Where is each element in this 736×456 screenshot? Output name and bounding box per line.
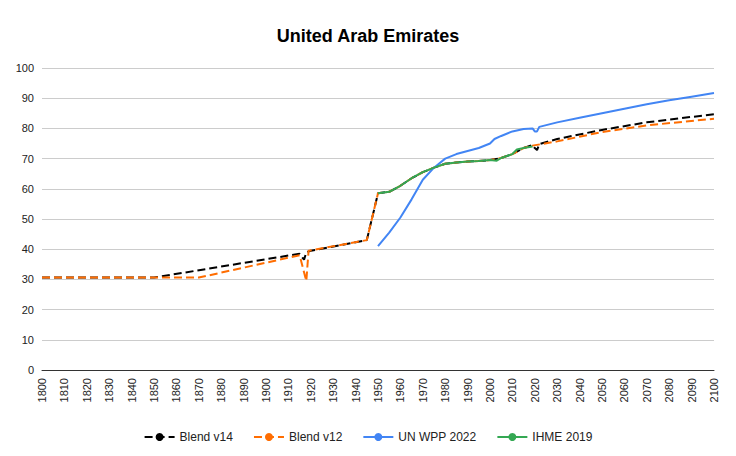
- svg-text:2000: 2000: [484, 378, 496, 402]
- svg-text:2020: 2020: [529, 378, 541, 402]
- svg-text:Blend v12: Blend v12: [289, 430, 343, 444]
- svg-text:1880: 1880: [215, 378, 227, 402]
- svg-text:2030: 2030: [551, 378, 563, 402]
- svg-text:2090: 2090: [686, 378, 698, 402]
- svg-text:1800: 1800: [36, 378, 48, 402]
- svg-text:United Arab Emirates: United Arab Emirates: [277, 26, 459, 46]
- svg-text:80: 80: [22, 122, 34, 134]
- svg-text:1980: 1980: [439, 378, 451, 402]
- svg-text:50: 50: [22, 213, 34, 225]
- svg-text:60: 60: [22, 183, 34, 195]
- svg-text:1840: 1840: [126, 378, 138, 402]
- svg-text:1810: 1810: [58, 378, 70, 402]
- svg-text:2010: 2010: [506, 378, 518, 402]
- svg-text:2080: 2080: [663, 378, 675, 402]
- svg-text:40: 40: [22, 243, 34, 255]
- svg-text:1910: 1910: [282, 378, 294, 402]
- svg-text:Blend v14: Blend v14: [180, 430, 234, 444]
- svg-text:1900: 1900: [260, 378, 272, 402]
- svg-text:1970: 1970: [417, 378, 429, 402]
- svg-text:1960: 1960: [394, 378, 406, 402]
- svg-text:90: 90: [22, 92, 34, 104]
- svg-text:1860: 1860: [170, 378, 182, 402]
- svg-text:2040: 2040: [574, 378, 586, 402]
- svg-text:2060: 2060: [618, 378, 630, 402]
- svg-text:1990: 1990: [462, 378, 474, 402]
- svg-text:2050: 2050: [596, 378, 608, 402]
- svg-text:1930: 1930: [327, 378, 339, 402]
- svg-text:30: 30: [22, 273, 34, 285]
- svg-text:2100: 2100: [708, 378, 720, 402]
- svg-text:1850: 1850: [148, 378, 160, 402]
- svg-text:1940: 1940: [350, 378, 362, 402]
- svg-text:1920: 1920: [305, 378, 317, 402]
- svg-text:1890: 1890: [238, 378, 250, 402]
- svg-text:IHME 2019: IHME 2019: [532, 430, 592, 444]
- svg-text:UN WPP 2022: UN WPP 2022: [398, 430, 476, 444]
- svg-text:1950: 1950: [372, 378, 384, 402]
- svg-text:70: 70: [22, 153, 34, 165]
- svg-text:1830: 1830: [103, 378, 115, 402]
- svg-text:1870: 1870: [193, 378, 205, 402]
- svg-text:10: 10: [22, 334, 34, 346]
- svg-text:20: 20: [22, 304, 34, 316]
- svg-text:1820: 1820: [81, 378, 93, 402]
- svg-text:0: 0: [28, 364, 34, 376]
- svg-text:100: 100: [16, 62, 34, 74]
- svg-text:2070: 2070: [641, 378, 653, 402]
